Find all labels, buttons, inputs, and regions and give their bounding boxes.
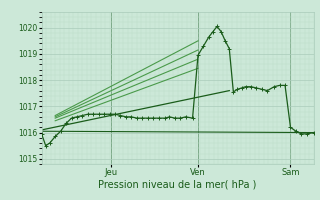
X-axis label: Pression niveau de la mer( hPa ): Pression niveau de la mer( hPa ) xyxy=(99,180,257,190)
